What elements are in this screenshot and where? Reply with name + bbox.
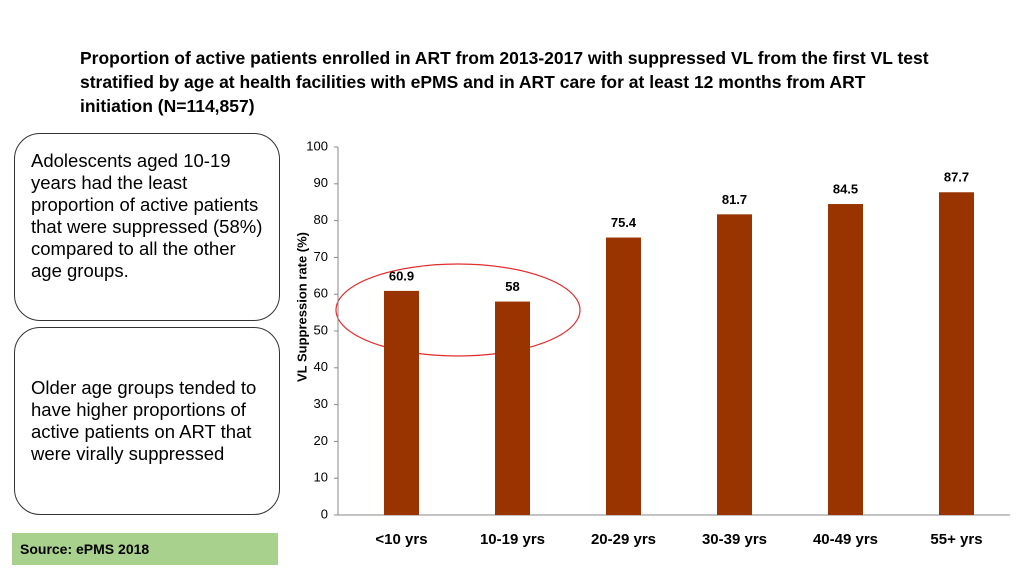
y-tick-label: 60 (314, 286, 328, 301)
callout: Older age groups tended to have higher p… (14, 327, 280, 515)
y-tick-label: 80 (314, 212, 328, 227)
x-tick-label: 55+ yrs (930, 531, 982, 548)
data-label: 84.5 (833, 181, 858, 196)
y-tick-label: 0 (321, 506, 328, 521)
chart-title: Proportion of active patients enrolled i… (80, 48, 929, 116)
bar (828, 204, 863, 516)
y-tick-label: 90 (314, 175, 328, 190)
y-axis-label: VL Suppression rate (%) (294, 232, 309, 382)
bar (939, 192, 974, 515)
data-label: 75.4 (611, 215, 637, 230)
x-tick-label: 20-29 yrs (591, 531, 656, 548)
bar (495, 301, 530, 515)
y-tick-label: 70 (314, 249, 328, 264)
y-tick-label: 10 (314, 470, 328, 485)
y-tick-label: 50 (314, 322, 328, 337)
x-tick-label: 30-39 yrs (702, 531, 767, 548)
bar (384, 290, 419, 515)
bar (606, 237, 641, 515)
y-tick-label: 40 (314, 359, 328, 374)
source: Source: ePMS 2018 (12, 533, 278, 565)
x-tick-label: 40-49 yrs (813, 531, 878, 548)
highlight-ellipse (335, 263, 581, 357)
y-tick-label: 100 (306, 138, 328, 153)
bar (717, 214, 752, 515)
data-label: 60.9 (389, 268, 414, 283)
callout: Adolescents aged 10-19 years had the lea… (14, 133, 280, 321)
data-label: 87.7 (944, 170, 969, 185)
y-tick-label: 30 (314, 396, 328, 411)
x-tick-label: <10 yrs (375, 531, 427, 548)
data-label: 81.7 (722, 192, 747, 207)
data-label: 58 (505, 279, 519, 294)
x-tick-label: 10-19 yrs (480, 531, 545, 548)
y-tick-label: 20 (314, 433, 328, 448)
